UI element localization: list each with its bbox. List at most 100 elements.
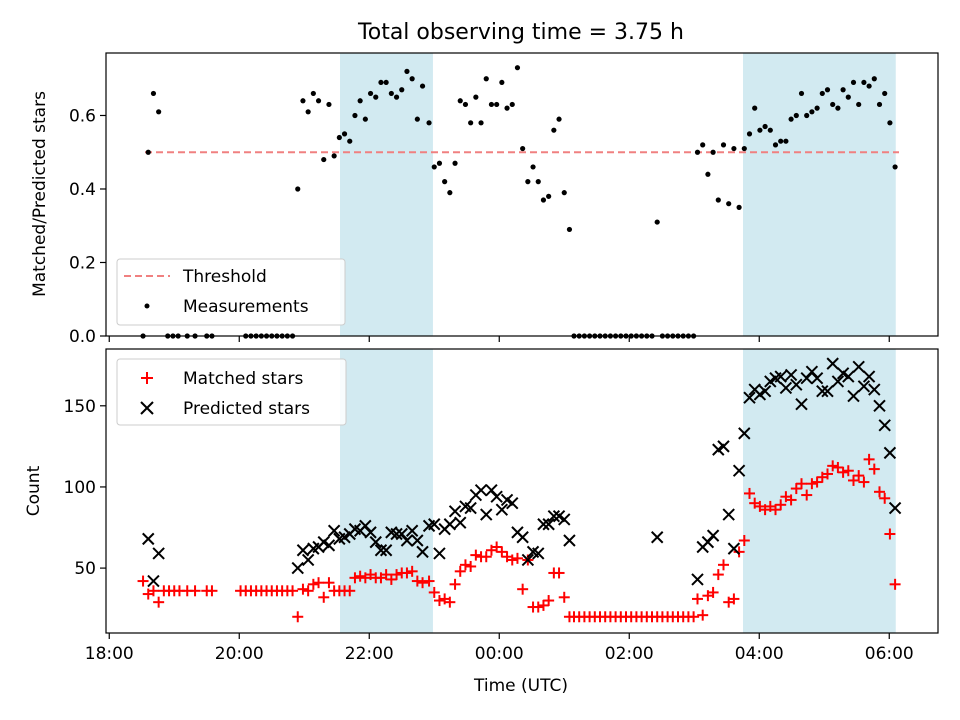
y-tick-label: 0.2 (69, 253, 96, 273)
measurement-point (772, 142, 779, 148)
measurement-point (305, 109, 311, 115)
x-tick-label: 02:00 (605, 644, 654, 664)
predicted-star-point (428, 518, 441, 531)
matched-star-point (718, 559, 729, 571)
measurement-point (824, 87, 831, 93)
legend-threshold-label: Threshold (182, 267, 267, 287)
predicted-star-point (706, 529, 720, 542)
measurement-point (819, 90, 825, 97)
predicted-star-point (506, 496, 519, 510)
predicted-star-point (732, 464, 746, 477)
measurement-point (876, 101, 883, 108)
predicted-star-point (379, 544, 393, 557)
matched-star-point (323, 577, 335, 589)
matched-star-point (454, 565, 466, 577)
x-tick-label: 22:00 (345, 644, 394, 664)
predicted-star-point (826, 357, 839, 370)
legend-measurements-label: Measurements (183, 297, 309, 317)
y-tick-label: 100 (64, 478, 96, 498)
predicted-star-point (842, 370, 855, 383)
predicted-star-point (411, 534, 424, 547)
matched-star-point (313, 577, 325, 589)
matched-star-point (344, 585, 356, 597)
predicted-star-point (521, 553, 535, 567)
predicted-star-point (296, 544, 310, 557)
predicted-star-point (374, 544, 388, 557)
matched-star-point (889, 578, 901, 590)
matched-star-point (801, 489, 813, 501)
predicted-star-point (743, 391, 756, 404)
predicted-star-point (883, 446, 897, 460)
measurement-point (414, 116, 420, 122)
matched-star-point (206, 585, 218, 597)
measurement-point (367, 90, 374, 97)
matched-star-point (153, 596, 165, 608)
matched-star-point (318, 591, 330, 603)
predicted-star-point (810, 372, 824, 385)
predicted-star-point (816, 384, 829, 398)
measurement-point (814, 105, 820, 111)
measurement-point (504, 105, 510, 111)
top-ylabel: Matched/Predicted stars (30, 91, 50, 297)
matched-star-point (858, 476, 870, 488)
matched-star-point (712, 569, 724, 581)
predicted-star-point (857, 380, 871, 393)
measurement-point (499, 79, 505, 86)
matched-star-point (297, 583, 309, 595)
predicted-star-point (650, 531, 664, 544)
x-tick-label: 18:00 (85, 644, 134, 664)
measurement-point (887, 120, 893, 126)
y-tick-label: 0.6 (69, 106, 96, 126)
measurement-point (520, 145, 526, 152)
predicted-star-point (558, 513, 571, 526)
measurement-point (357, 98, 363, 104)
measurement-point (866, 83, 872, 89)
predicted-star-point (691, 573, 704, 586)
measurement-point (431, 164, 437, 170)
predicted-star-point (873, 399, 886, 413)
measurement-point (882, 90, 888, 97)
measurement-point (447, 190, 453, 196)
matched-star-point (697, 609, 709, 621)
predicted-star-point (390, 527, 403, 541)
matched-star-point (189, 585, 201, 597)
measurement-point (778, 138, 784, 144)
y-tick-label: 50 (74, 559, 96, 579)
measurement-point (331, 153, 337, 159)
matched-star-point (848, 474, 859, 486)
measurement-point (300, 98, 306, 104)
matched-star-point (385, 573, 397, 585)
shaded-interval (743, 53, 896, 336)
matched-star-point (707, 586, 719, 598)
matched-star-point (480, 551, 492, 563)
matched-star-point (884, 528, 896, 540)
measurement-point (483, 76, 489, 82)
matched-star-point (496, 546, 508, 558)
predicted-star-point (547, 509, 561, 523)
matched-star-point (863, 453, 875, 465)
predicted-star-point (563, 534, 576, 547)
predicted-star-point (847, 389, 860, 403)
measurement-point (741, 145, 747, 152)
measurement-point (321, 156, 327, 163)
matched-star-point (506, 554, 518, 566)
shaded-interval (340, 53, 433, 336)
measurement-point (566, 226, 573, 233)
matched-star-point (517, 583, 529, 595)
measurement-point (705, 171, 711, 177)
matched-star-point (459, 559, 471, 571)
matched-star-point (728, 593, 740, 605)
measurement-point (551, 127, 557, 133)
matched-star-point (491, 541, 503, 553)
top-legend-box (116, 258, 346, 326)
matched-star-point (287, 585, 299, 597)
matched-star-point (543, 595, 555, 607)
predicted-star-point (480, 508, 493, 521)
bottom-legend-box (116, 358, 347, 426)
matched-star-point (785, 494, 797, 506)
measurement-point (798, 90, 805, 97)
matched-star-point (790, 483, 802, 495)
matched-star-point (465, 560, 477, 572)
predicted-star-point (821, 384, 834, 398)
